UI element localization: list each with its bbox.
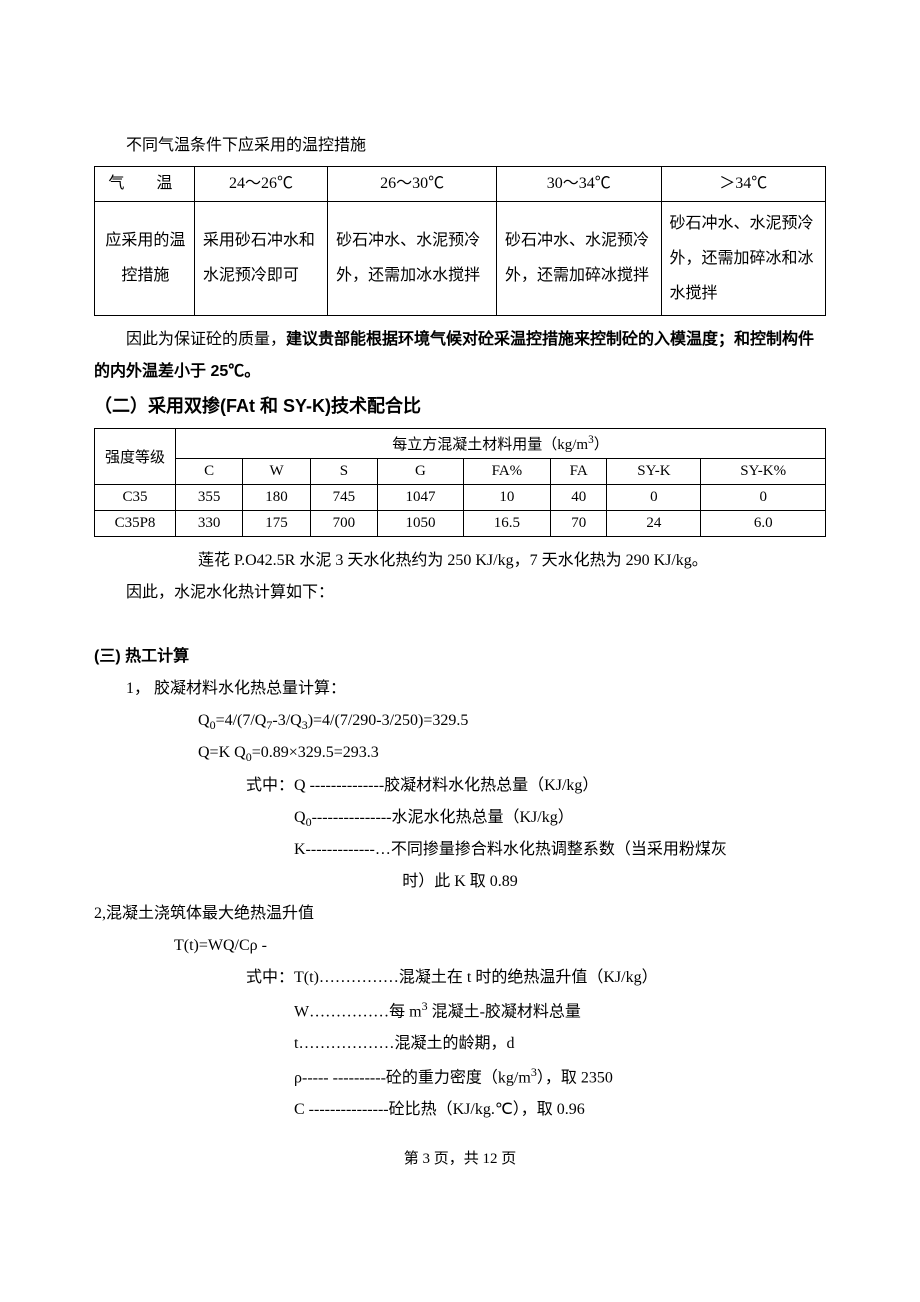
mix-proportion-table: 强度等级 每立方混凝土材料用量（kg/m3） C W S G FA% FA SY… [94, 428, 826, 537]
t1-rowlabel: 应采用的温控措施 [95, 201, 195, 316]
t2-r1-v7: 0 [701, 485, 826, 511]
t1-h4: ＞34℃ [661, 167, 826, 202]
intro-line: 不同气温条件下应采用的温控措施 [94, 130, 826, 162]
t2-r2-v2: 700 [310, 511, 377, 537]
t2-col-G: G [378, 459, 464, 485]
legend-2: Q0---------------水泥水化热总量（KJ/kg） [94, 802, 826, 834]
t1-c3: 砂石冲水、水泥预冷外，还需加碎冰搅拌 [497, 201, 661, 316]
t1-c2: 砂石冲水、水泥预冷外，还需加冰水搅拌 [328, 201, 497, 316]
t2-r2-v6: 24 [607, 511, 701, 537]
t2-col-C: C [176, 459, 243, 485]
t2-r1-v4: 10 [463, 485, 550, 511]
section-2-heading: （二）采用双掺(FAt 和 SY-K)技术配合比 [94, 388, 826, 424]
t2-col-S: S [310, 459, 377, 485]
t1-h1: 24～26℃ [194, 167, 327, 202]
legend-7: ρ----- ----------砼的重力密度（kg/m3），取 2350 [94, 1060, 826, 1094]
legend-3-cont: 时）此 K 取 0.89 [94, 866, 826, 898]
t2-r2-grade: C35P8 [95, 511, 176, 537]
legend-3: K-------------…不同掺量掺合料水化热调整系数（当采用粉煤灰 [94, 834, 826, 866]
t2-col-SYKpct: SY-K% [701, 459, 826, 485]
equation-2: Q=K Q0=0.89×329.5=293.3 [94, 737, 826, 769]
t2-col-FApct: FA% [463, 459, 550, 485]
equation-3: T(t)=WQ/Cρ - [94, 930, 826, 962]
table-row: C35P8 330 175 700 1050 16.5 70 24 6.0 [95, 511, 826, 537]
t1-c4: 砂石冲水、水泥预冷外，还需加碎冰和冰水搅拌 [661, 201, 826, 316]
t2-col-FA: FA [550, 459, 607, 485]
t2-r1-grade: C35 [95, 485, 176, 511]
temperature-measures-table: 气 温 24～26℃ 26～30℃ 30～34℃ ＞34℃ 应采用的温控措施 采… [94, 166, 826, 316]
para-a: 因此为保证砼的质量， [126, 331, 286, 348]
table-row: C35 355 180 745 1047 10 40 0 0 [95, 485, 826, 511]
t2-grade-header: 强度等级 [95, 429, 176, 485]
t2-r2-v3: 1050 [378, 511, 464, 537]
t2-r1-v1: 180 [243, 485, 310, 511]
equation-1: Q0=4/(7/Q7-3/Q3)=4/(7/290-3/250)=329.5 [94, 705, 826, 737]
item1-title: 1， 胶凝材料水化热总量计算： [94, 673, 826, 705]
t1-h2: 26～30℃ [328, 167, 497, 202]
legend-8: C ---------------砼比热（KJ/kg.℃），取 0.96 [94, 1094, 826, 1126]
item2-title: 2,混凝土浇筑体最大绝热温升值 [94, 898, 826, 930]
para-after-t1: 因此为保证砼的质量，建议贵部能根据环境气候对砼采温控措施来控制砼的入模温度；和控… [94, 324, 826, 388]
t1-c1: 采用砂石冲水和水泥预冷即可 [194, 201, 327, 316]
t2-r1-v6: 0 [607, 485, 701, 511]
legend-6: t………………混凝土的龄期，d [94, 1028, 826, 1060]
t2-r1-v2: 745 [310, 485, 377, 511]
t2-r2-v1: 175 [243, 511, 310, 537]
lotus-line: 莲花 P.O42.5R 水泥 3 天水化热约为 250 KJ/kg，7 天水化热… [94, 545, 826, 577]
page-footer: 第 3 页，共 12 页 [94, 1144, 826, 1174]
t2-col-SYK: SY-K [607, 459, 701, 485]
t1-h3: 30～34℃ [497, 167, 661, 202]
legend-5: W……………每 m3 混凝土-胶凝材料总量 [94, 994, 826, 1028]
t2-r1-v0: 355 [176, 485, 243, 511]
t2-r2-v0: 330 [176, 511, 243, 537]
legend-4: 式中：T(t)……………混凝土在 t 时的绝热温升值（KJ/kg） [94, 962, 826, 994]
t1-h0: 气 温 [95, 167, 195, 202]
section-3-heading: (三) 热工计算 [94, 641, 826, 673]
t2-r1-v5: 40 [550, 485, 607, 511]
legend-1: 式中：Q --------------胶凝材料水化热总量（KJ/kg） [94, 770, 826, 802]
t2-r1-v3: 1047 [378, 485, 464, 511]
t2-r2-v7: 6.0 [701, 511, 826, 537]
t2-span-header: 每立方混凝土材料用量（kg/m3） [176, 429, 826, 459]
t2-r2-v5: 70 [550, 511, 607, 537]
t2-col-W: W [243, 459, 310, 485]
t2-r2-v4: 16.5 [463, 511, 550, 537]
therefore-line: 因此，水泥水化热计算如下： [94, 577, 826, 609]
